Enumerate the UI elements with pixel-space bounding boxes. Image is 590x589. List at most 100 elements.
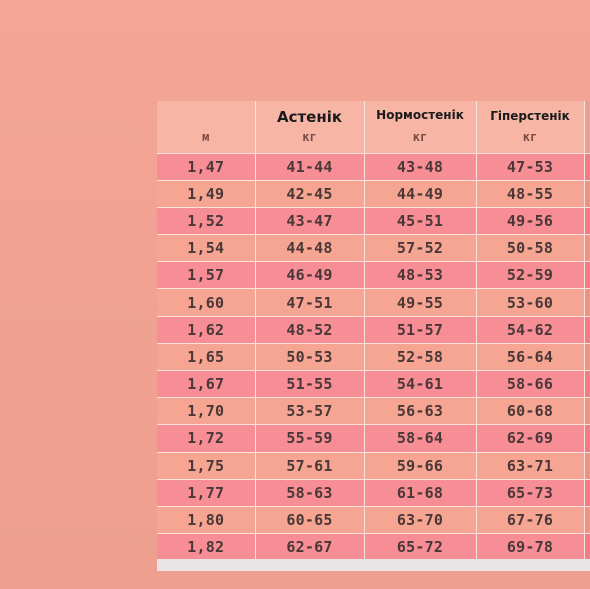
header-normosthenic-unit: кг: [412, 129, 428, 144]
cell-normosthenic: 48-53: [364, 261, 477, 289]
cell-asthenic: 43-47: [255, 206, 365, 235]
cell-hypersthenic: 53-60: [476, 288, 585, 317]
cell-cut-column: [584, 533, 590, 561]
cell-cut-column: [584, 152, 590, 181]
header-cut-column: [584, 101, 590, 153]
cell-hypersthenic: 47-53: [476, 152, 585, 181]
cell-cut-column: [584, 234, 590, 262]
cell-normosthenic: 58-64: [364, 424, 477, 453]
cell-hypersthenic: 62-69: [476, 424, 585, 453]
table-header-row: м Астенік кг Нормостенік кг Гіперстенік …: [157, 101, 590, 153]
table-row: 1,77 58-63 61-68 65-73: [157, 478, 590, 507]
cell-normosthenic: 43-48: [364, 152, 477, 181]
cell-hypersthenic: 56-64: [476, 342, 585, 371]
cell-hypersthenic: 67-76: [476, 505, 585, 534]
cell-asthenic: 47-51: [255, 288, 365, 317]
cell-height: 1,82: [157, 533, 256, 561]
cell-height: 1,65: [157, 342, 256, 371]
cell-asthenic: 48-52: [255, 315, 365, 344]
cell-height: 1,80: [157, 505, 256, 534]
cell-asthenic: 46-49: [255, 261, 365, 289]
cell-hypersthenic: 60-68: [476, 397, 585, 425]
cell-hypersthenic: 58-66: [476, 369, 585, 398]
cell-cut-column: [584, 478, 590, 507]
cell-normosthenic: 65-72: [364, 533, 477, 561]
header-hypersthenic: Гіперстенік кг: [476, 101, 585, 153]
cell-asthenic: 41-44: [255, 152, 365, 181]
header-hypersthenic-unit: кг: [522, 129, 538, 144]
cell-height: 1,52: [157, 206, 256, 235]
cell-cut-column: [584, 424, 590, 453]
cell-cut-column: [584, 261, 590, 289]
cell-height: 1,47: [157, 152, 256, 181]
cell-asthenic: 51-55: [255, 369, 365, 398]
table-row: 1,47 41-44 43-48 47-53: [157, 152, 590, 181]
table-row: 1,80 60-65 63-70 67-76: [157, 505, 590, 534]
table-row: 1,49 42-45 44-49 48-55: [157, 179, 590, 208]
cell-cut-column: [584, 451, 590, 480]
cell-normosthenic: 44-49: [364, 179, 477, 208]
table-row: 1,70 53-57 56-63 60-68: [157, 397, 590, 425]
header-asthenic: Астенік кг: [255, 101, 365, 153]
cell-asthenic: 44-48: [255, 234, 365, 262]
table-row: 1,82 62-67 65-72 69-78: [157, 533, 590, 561]
header-normosthenic-title: Нормостенік: [376, 108, 464, 122]
table-row: 1,67 51-55 54-61 58-66: [157, 369, 590, 398]
cell-height: 1,70: [157, 397, 256, 425]
cell-height: 1,77: [157, 478, 256, 507]
cell-asthenic: 58-63: [255, 478, 365, 507]
cell-height: 1,62: [157, 315, 256, 344]
table-row: 1,62 48-52 51-57 54-62: [157, 315, 590, 344]
cell-hypersthenic: 54-62: [476, 315, 585, 344]
cell-normosthenic: 52-58: [364, 342, 477, 371]
header-asthenic-unit: кг: [302, 129, 317, 144]
cell-cut-column: [584, 288, 590, 317]
cell-hypersthenic: 50-58: [476, 234, 585, 262]
cell-asthenic: 42-45: [255, 179, 365, 208]
cell-hypersthenic: 48-55: [476, 179, 585, 208]
cell-normosthenic: 54-61: [364, 369, 477, 398]
weight-height-table: м Астенік кг Нормостенік кг Гіперстенік …: [157, 101, 590, 570]
cell-height: 1,57: [157, 261, 256, 289]
table-row: 1,52 43-47 45-51 49-56: [157, 206, 590, 235]
table-row: 1,75 57-61 59-66 63-71: [157, 451, 590, 480]
header-hypersthenic-title: Гіперстенік: [490, 109, 570, 123]
cell-asthenic: 57-61: [255, 451, 365, 480]
cell-cut-column: [584, 342, 590, 371]
table-footer-strip: [157, 559, 590, 571]
cell-hypersthenic: 49-56: [476, 206, 585, 235]
cell-asthenic: 53-57: [255, 397, 365, 425]
cell-asthenic: 62-67: [255, 533, 365, 561]
cell-normosthenic: 56-63: [364, 397, 477, 425]
header-asthenic-title: Астенік: [276, 108, 343, 126]
table-row: 1,60 47-51 49-55 53-60: [157, 288, 590, 317]
cell-height: 1,54: [157, 234, 256, 262]
cell-asthenic: 60-65: [255, 505, 365, 534]
cell-height: 1,60: [157, 288, 256, 317]
cell-normosthenic: 63-70: [364, 505, 477, 534]
table-row: 1,65 50-53 52-58 56-64: [157, 342, 590, 371]
cell-hypersthenic: 52-59: [476, 261, 585, 289]
table-row: 1,72 55-59 58-64 62-69: [157, 424, 590, 453]
header-height: м: [157, 101, 256, 153]
table-row: 1,54 44-48 57-52 50-58: [157, 234, 590, 262]
header-normosthenic: Нормостенік кг: [364, 101, 477, 153]
cell-hypersthenic: 69-78: [476, 533, 585, 561]
cell-normosthenic: 49-55: [364, 288, 477, 317]
cell-cut-column: [584, 397, 590, 425]
cell-hypersthenic: 63-71: [476, 451, 585, 480]
cell-cut-column: [584, 505, 590, 534]
cell-cut-column: [584, 206, 590, 235]
cell-cut-column: [584, 315, 590, 344]
cell-normosthenic: 61-68: [364, 478, 477, 507]
cell-cut-column: [584, 179, 590, 208]
cell-asthenic: 55-59: [255, 424, 365, 453]
cell-asthenic: 50-53: [255, 342, 365, 371]
table-row: 1,57 46-49 48-53 52-59: [157, 261, 590, 289]
cell-normosthenic: 51-57: [364, 315, 477, 344]
cell-height: 1,67: [157, 369, 256, 398]
header-height-unit: м: [202, 129, 210, 144]
cell-height: 1,49: [157, 179, 256, 208]
cell-height: 1,75: [157, 451, 256, 480]
cell-normosthenic: 57-52: [364, 234, 477, 262]
